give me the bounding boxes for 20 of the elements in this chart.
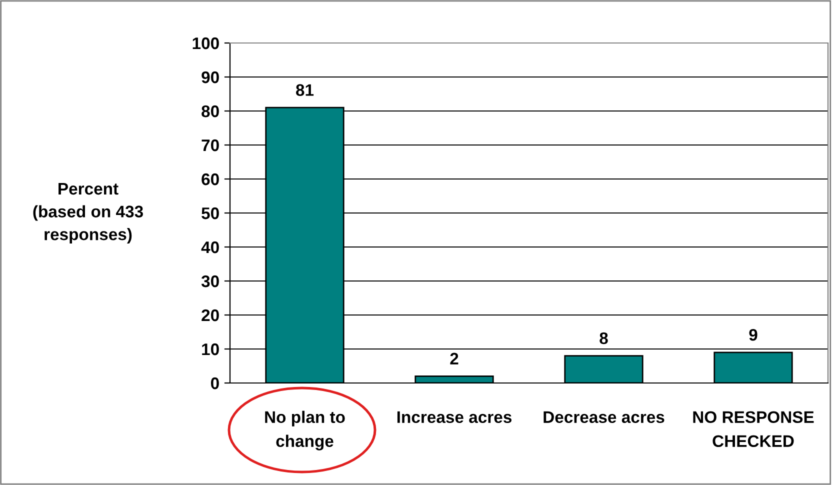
data-label: 2 bbox=[450, 352, 458, 364]
data-label: 8 bbox=[600, 332, 608, 344]
y-axis-title: Percent (based on 433 responses) bbox=[33, 183, 143, 244]
y-tick-label: 20 bbox=[202, 309, 219, 322]
y-tick-label: 50 bbox=[202, 207, 219, 220]
y-tick-label: 30 bbox=[201, 275, 219, 288]
x-tick-label: NO RESPONSE CHECKED bbox=[693, 411, 814, 448]
y-tick-label: 90 bbox=[202, 71, 219, 84]
x-tick-label: Decrease acres bbox=[544, 411, 664, 424]
y-tick-label: 0 bbox=[210, 377, 219, 390]
data-label: 81 bbox=[296, 84, 314, 96]
y-tick-label: 100 bbox=[192, 37, 219, 50]
y-tick-label: 60 bbox=[202, 173, 219, 186]
data-label: 9 bbox=[749, 328, 758, 341]
y-tick-label: 80 bbox=[202, 105, 219, 118]
y-tick-label: 10 bbox=[202, 343, 219, 356]
y-tick-label: 70 bbox=[202, 139, 219, 152]
y-tick-label: 40 bbox=[201, 241, 219, 254]
x-tick-label: No plan to change bbox=[265, 410, 345, 450]
x-tick-label: Increase acres bbox=[397, 411, 512, 424]
